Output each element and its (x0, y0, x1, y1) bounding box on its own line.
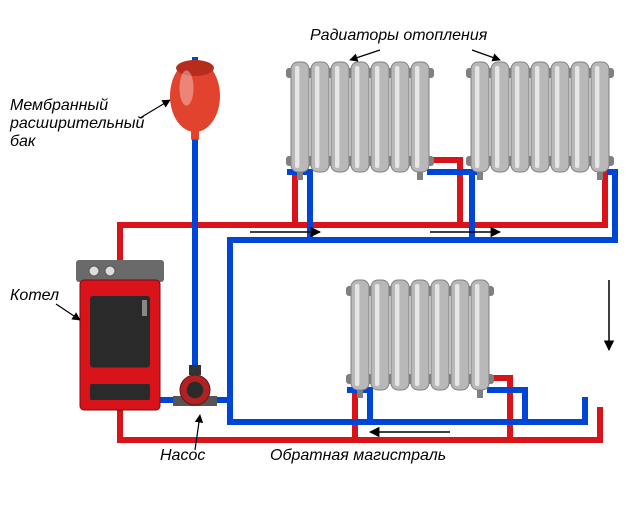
radiators-label: Радиаторы отопления (310, 27, 488, 44)
boiler (76, 260, 164, 410)
radiator (466, 62, 614, 180)
leader-line (350, 50, 380, 60)
radiator (346, 280, 494, 398)
label-text: Обратная магистраль (270, 447, 446, 464)
label-text: расширительный (9, 115, 144, 132)
leader-line (472, 50, 500, 60)
label-text: Мембранный (10, 97, 108, 114)
radiator (286, 62, 434, 180)
label-text: Котел (10, 287, 59, 304)
return-label: Обратная магистраль (270, 447, 446, 464)
label-text: Насос (160, 447, 205, 464)
expansion-tank (170, 60, 220, 140)
leader-line (195, 415, 200, 450)
return-pipe (610, 172, 615, 240)
return-pipe (230, 400, 585, 422)
leader-line (140, 100, 170, 118)
label-text: бак (10, 133, 37, 150)
leader-line (56, 304, 80, 320)
boiler-label: Котел (10, 287, 59, 304)
pump-label: Насос (160, 447, 205, 464)
tank-label: Мембранныйрасширительныйбак (9, 97, 144, 150)
pump (173, 365, 217, 406)
return-pipe (430, 172, 472, 240)
label-text: Радиаторы отопления (310, 27, 488, 44)
